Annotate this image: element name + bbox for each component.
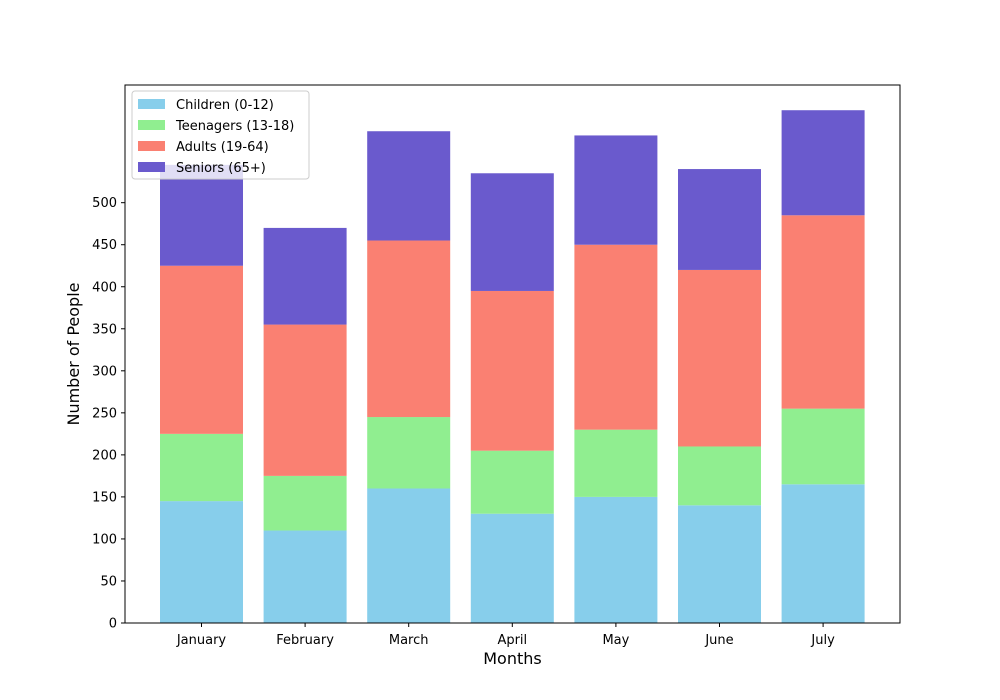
bar-january-series-3 <box>160 265 243 434</box>
bar-january-series-4 <box>160 164 243 266</box>
plot-frame <box>124 84 901 624</box>
y-tick-label: 100 <box>92 532 117 547</box>
legend-swatch <box>138 120 165 130</box>
bar-april-series-4 <box>470 173 554 291</box>
bar-january-series-2 <box>160 433 243 502</box>
y-tick-label: 400 <box>92 280 117 295</box>
bar-march-series-2 <box>367 417 451 489</box>
legend: Children (0-12) Teenagers (13-18) Adults (… <box>131 90 310 180</box>
legend-swatch <box>138 99 165 109</box>
bar-june-series-2 <box>678 446 761 506</box>
bar-march-series-3 <box>367 240 451 418</box>
bar-july-series-4 <box>781 110 865 216</box>
legend-label: Seniors (65+) <box>176 161 266 176</box>
bar-february-series-4 <box>263 227 347 325</box>
bar-june-series-4 <box>678 169 761 270</box>
y-tick-label: 500 <box>92 196 117 211</box>
legend-swatch <box>138 141 165 151</box>
x-tick-label: January <box>176 633 227 648</box>
bar-april-series-1 <box>470 513 554 623</box>
bar-february-series-1 <box>263 530 347 623</box>
bar-july-series-2 <box>781 408 865 485</box>
bar-january-series-1 <box>160 501 243 623</box>
y-axis-label: Number of People <box>64 282 83 425</box>
bar-april-series-3 <box>470 290 554 451</box>
legend-box <box>131 90 310 180</box>
bar-april-series-2 <box>470 450 554 514</box>
legend-label: Adults (19-64) <box>176 140 269 155</box>
x-tick-label: February <box>276 633 334 648</box>
bar-may-series-2 <box>574 429 658 497</box>
bar-july-series-3 <box>781 215 865 409</box>
bar-june-series-1 <box>678 505 761 623</box>
y-tick-label: 50 <box>100 574 117 589</box>
bar-february-series-2 <box>263 475 347 531</box>
x-tick-label: July <box>810 633 835 648</box>
y-tick-label: 250 <box>92 406 117 421</box>
bar-may-series-1 <box>574 496 658 623</box>
x-tick-label: June <box>704 633 733 648</box>
bar-march-series-4 <box>367 131 451 241</box>
legend-swatch <box>138 162 165 172</box>
y-axis: 0 50 100 150 200 250 300 350 400 450 500 <box>92 196 125 632</box>
y-tick-label: 300 <box>92 364 117 379</box>
y-tick-label: 200 <box>92 448 117 463</box>
x-axis-label: Months <box>483 649 541 668</box>
x-axis: January February March April May June July <box>176 623 835 648</box>
legend-label: Teenagers (13-18) <box>175 119 294 134</box>
y-tick-label: 350 <box>92 322 117 337</box>
y-tick-label: 450 <box>92 238 117 253</box>
bar-february-series-3 <box>263 324 347 476</box>
x-tick-label: May <box>602 633 629 648</box>
legend-label: Children (0-12) <box>176 98 274 113</box>
x-tick-label: April <box>497 633 527 648</box>
bar-march-series-1 <box>367 488 451 623</box>
bar-may-series-4 <box>574 135 658 245</box>
bars-layer <box>160 110 865 623</box>
x-tick-label: March <box>389 633 429 648</box>
y-tick-label: 150 <box>92 490 117 505</box>
bar-may-series-3 <box>574 244 658 430</box>
bar-june-series-3 <box>678 269 761 447</box>
bar-july-series-1 <box>781 484 865 623</box>
y-tick-label: 0 <box>109 617 117 632</box>
